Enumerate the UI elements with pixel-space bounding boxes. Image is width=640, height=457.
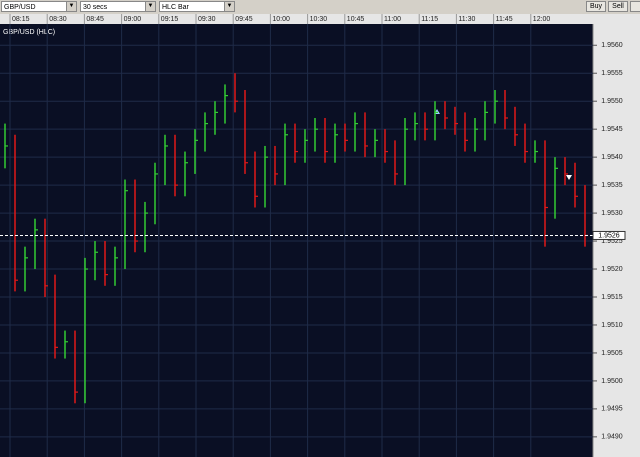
chart: GBP/USD (HLC) 1.9490 1.9495 1.9500 1.9505 1.… — [0, 14, 640, 457]
x-tick-label: 09:00 — [124, 16, 142, 23]
x-tick-label: 09:45 — [235, 16, 253, 23]
y-tick-label: 1.9560 — [601, 42, 623, 49]
chart-title: GBP/USD (HLC) — [3, 29, 55, 36]
x-tick-label: 12:00 — [533, 16, 551, 23]
x-tick-label: 10:30 — [310, 16, 328, 23]
y-tick-label: 1.9530 — [601, 210, 623, 217]
symbol-select[interactable]: GBP/USD ▼ — [1, 1, 77, 12]
y-tick-label: 1.9500 — [601, 378, 623, 385]
y-tick-label: 1.9550 — [601, 98, 623, 105]
y-tick-label: 1.9490 — [601, 434, 623, 441]
x-tick-label: 11:15 — [421, 16, 438, 23]
dropdown-arrow: ▼ — [66, 2, 76, 11]
x-tick-label: 09:15 — [161, 16, 179, 23]
symbol: GBP/USD — [4, 4, 36, 11]
y-tick-label: 1.9515 — [601, 294, 623, 301]
x-tick-label: 09:30 — [198, 16, 216, 23]
y-tick-label: 1.9525 — [601, 238, 623, 245]
x-tick-label: 08:30 — [49, 16, 67, 23]
y-tick-label: 1.9535 — [601, 182, 623, 189]
last-price-label: 1.9526 — [598, 232, 620, 239]
time-axis — [0, 14, 640, 24]
interval-select[interactable]: 30 secs ▼ — [80, 1, 156, 12]
extra-button[interactable] — [630, 1, 640, 12]
y-tick-label: 1.9545 — [601, 126, 623, 133]
x-tick-label: 10:00 — [272, 16, 290, 23]
y-tick-label: 1.9510 — [601, 322, 623, 329]
y-tick-label: 1.9495 — [601, 406, 623, 413]
x-tick-label: 11:00 — [384, 16, 401, 23]
interval: 30 secs — [83, 4, 108, 11]
y-tick-label: 1.9540 — [601, 154, 623, 161]
x-tick-label: 11:45 — [496, 16, 513, 23]
x-tick-label: 08:15 — [12, 16, 30, 23]
trade-marker — [566, 175, 572, 180]
price-axis — [593, 24, 640, 457]
x-tick-label: 10:45 — [347, 16, 365, 23]
x-tick-label: 08:45 — [86, 16, 104, 23]
x-tick-label: 11:30 — [458, 16, 475, 23]
dropdown-arrow: ▼ — [145, 2, 155, 11]
chart-type: HLC Bar — [162, 4, 189, 11]
y-tick-label: 1.9505 — [601, 350, 623, 357]
buy-button[interactable]: Buy — [586, 1, 606, 12]
y-tick-label: 1.9520 — [601, 266, 623, 273]
last-price-box — [592, 230, 626, 240]
chart-type-select[interactable]: HLC Bar ▼ — [159, 1, 235, 12]
y-tick-label: 1.9555 — [601, 70, 623, 77]
sell-button[interactable]: Sell — [608, 1, 628, 12]
toolbar: GBP/USD ▼ 30 secs ▼ HLC Bar ▼ Buy Sell — [0, 0, 640, 14]
dropdown-arrow: ▼ — [224, 2, 234, 11]
